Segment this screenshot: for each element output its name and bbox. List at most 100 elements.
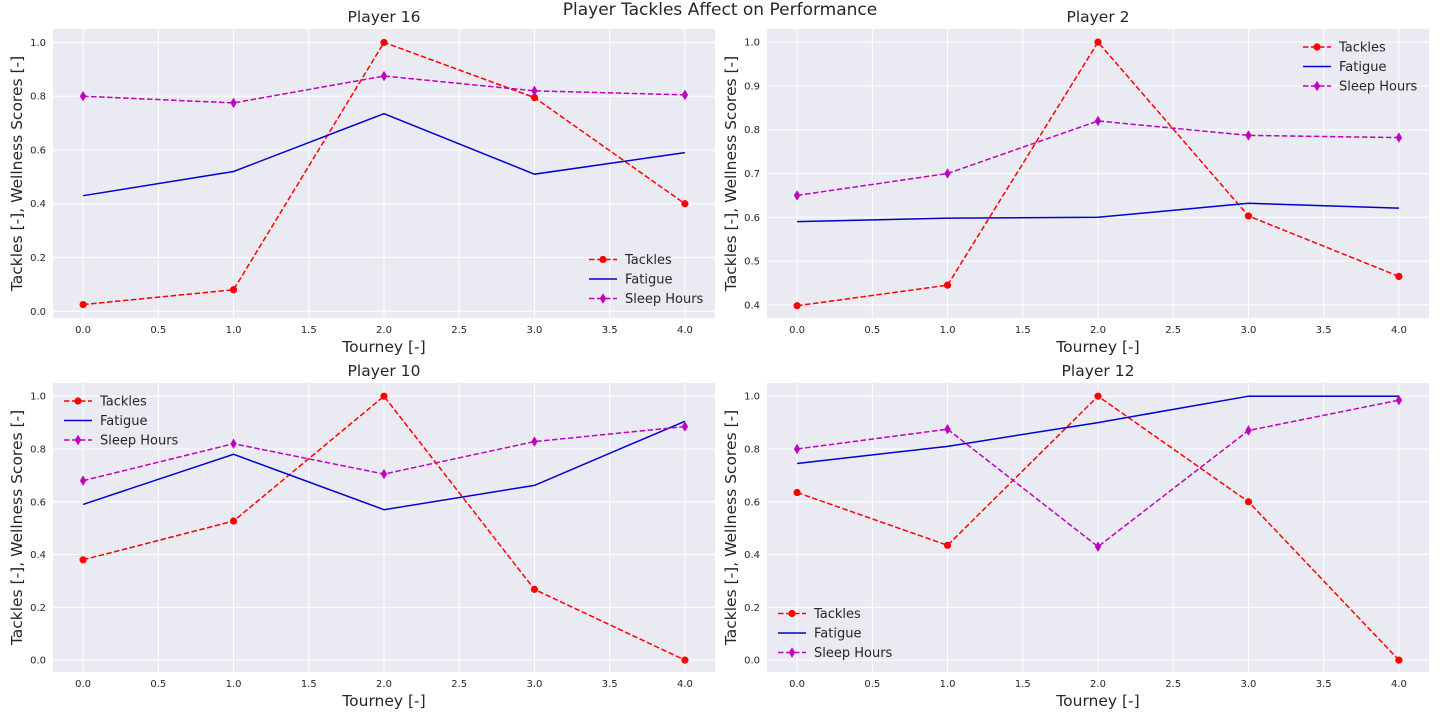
- data-point-tackles: [530, 93, 539, 102]
- x-axis-label: Tourney [-]: [1055, 692, 1139, 710]
- data-point-sleep-hours: [681, 89, 689, 101]
- y-axis-label: Tackles [-], Wellness Scores [-]: [8, 56, 26, 292]
- series-line-sleep-hours: [796, 399, 1400, 548]
- x-tick-label: 0.5: [150, 679, 166, 690]
- series-tackles: [79, 392, 689, 664]
- x-tick-label: 3.5: [602, 325, 618, 336]
- y-tick-label: 0.2: [744, 603, 760, 614]
- series-fatigue: [797, 395, 1399, 465]
- data-point-tackles: [1395, 656, 1403, 664]
- y-tick-label: 0.7: [744, 169, 760, 180]
- series-line-tackles: [796, 40, 1400, 307]
- x-tick-label: 3.5: [1316, 325, 1332, 336]
- y-tick-label: 0.6: [30, 497, 46, 508]
- x-tick-label: 2.5: [1165, 679, 1181, 690]
- data-point-tackles: [79, 556, 87, 564]
- y-tick-label: 0.0: [744, 656, 760, 667]
- x-tick-label: 0.5: [864, 325, 880, 336]
- data-point-sleep-hours: [531, 85, 538, 97]
- x-tick-label: 0.5: [150, 325, 166, 336]
- y-tick-label: 1.0: [30, 392, 46, 403]
- data-point-tackles: [79, 300, 87, 309]
- x-axis-label: Tourney [-]: [1055, 338, 1139, 356]
- series-tackles: [793, 392, 1403, 664]
- data-point-sleep-hours: [531, 436, 538, 447]
- data-point-sleep-hours: [793, 190, 801, 201]
- x-tick-label: 2.5: [451, 325, 467, 336]
- data-point-tackles: [681, 200, 689, 208]
- data-point-sleep-hours: [944, 423, 951, 435]
- series-sleep-hours: [79, 421, 689, 486]
- x-tick-label: 0.0: [789, 325, 805, 336]
- series-tackles: [79, 38, 689, 309]
- x-tick-label: 1.0: [940, 325, 956, 336]
- subplot-4: 0.0 0.5 1.0 1.5 2.0 2.5 3.0 3.5 4.0 0.0 0.2 0.4 0.6 0…: [722, 362, 1429, 710]
- data-point-sleep-hours: [79, 91, 87, 102]
- x-tick-label: 4.0: [1391, 325, 1407, 336]
- data-point-sleep-hours: [1094, 541, 1102, 552]
- data-point-tackles: [530, 585, 539, 593]
- legend-label-fatigue: Fatigue: [1339, 60, 1386, 75]
- x-tick-label: 2.0: [1090, 325, 1106, 336]
- legend-label-sleep-hours: Sleep Hours: [100, 434, 179, 449]
- data-point-tackles: [1244, 498, 1253, 506]
- legend-label-fatigue: Fatigue: [625, 273, 672, 288]
- data-point-sleep-hours: [380, 70, 388, 82]
- legend-label-sleep-hours: Sleep Hours: [625, 292, 704, 307]
- y-tick-label: 0.4: [30, 550, 46, 561]
- y-tick-label: 0.6: [744, 213, 760, 224]
- legend-marker-sleep-hours: [1313, 80, 1321, 92]
- series-line-tackles: [82, 395, 686, 661]
- data-point-tackles: [943, 541, 952, 549]
- x-tick-label: 4.0: [677, 325, 693, 336]
- y-tick-label: 0.6: [30, 145, 46, 156]
- y-tick-label: 0.5: [744, 257, 760, 268]
- y-axis-label: Tackles [-], Wellness Scores [-]: [722, 410, 740, 646]
- subplot-3: 0.0 0.5 1.0 1.5 2.0 2.5 3.0 3.5 4.0 0.0 0.2 0.4 0.6 0…: [8, 362, 715, 710]
- legend-marker-sleep-hours: [788, 647, 796, 658]
- grid-lines: [53, 383, 715, 672]
- data-point-tackles: [380, 38, 388, 47]
- y-tick-label: 1.0: [30, 38, 46, 49]
- y-tick-label: 0.2: [30, 253, 46, 264]
- legend-label-tackles: Tackles: [1338, 41, 1386, 56]
- series-fatigue: [82, 112, 686, 197]
- x-tick-label: 0.0: [789, 679, 805, 690]
- data-point-tackles: [229, 286, 238, 294]
- y-tick-label: 1.0: [744, 38, 760, 49]
- data-point-tackles: [229, 517, 238, 525]
- x-tick-label: 1.0: [226, 325, 242, 336]
- x-tick-label: 1.5: [1015, 325, 1031, 336]
- x-tick-label: 1.0: [226, 679, 242, 690]
- y-tick-label: 0.8: [30, 444, 46, 455]
- x-tick-label: 3.0: [527, 679, 543, 690]
- legend-label-fatigue: Fatigue: [814, 627, 861, 642]
- x-tick-label: 2.0: [376, 679, 392, 690]
- legend-label-tackles: Tackles: [624, 253, 672, 268]
- data-point-sleep-hours: [1245, 425, 1252, 436]
- legend: Tackles Fatigue Sleep Hours: [778, 607, 893, 661]
- legend-marker-tackles: [599, 255, 607, 264]
- x-tick-label: 0.0: [75, 325, 91, 336]
- data-point-tackles: [1395, 272, 1403, 281]
- figure-title: Player Tackles Affect on Performance: [563, 0, 877, 20]
- y-tick-label: 0.6: [744, 497, 760, 508]
- data-point-sleep-hours: [793, 443, 801, 455]
- data-point-sleep-hours: [230, 438, 237, 449]
- data-point-sleep-hours: [1094, 115, 1102, 127]
- y-tick-label: 0.8: [744, 444, 760, 455]
- x-tick-label: 4.0: [1391, 679, 1407, 690]
- y-tick-label: 0.4: [744, 550, 760, 561]
- legend-marker-sleep-hours: [599, 293, 607, 304]
- y-axis-label: Tackles [-], Wellness Scores [-]: [8, 410, 26, 646]
- legend-label-sleep-hours: Sleep Hours: [814, 646, 893, 661]
- data-point-tackles: [380, 392, 388, 400]
- y-tick-label: 0.4: [30, 199, 46, 210]
- x-tick-label: 3.0: [1241, 679, 1257, 690]
- legend: Tackles Fatigue Sleep Hours: [64, 395, 179, 449]
- y-tick-label: 0.0: [30, 656, 46, 667]
- subplot-title: Player 2: [1066, 8, 1129, 26]
- legend-label-sleep-hours: Sleep Hours: [1339, 80, 1418, 95]
- legend: Tackles Fatigue Sleep Hours: [589, 253, 704, 307]
